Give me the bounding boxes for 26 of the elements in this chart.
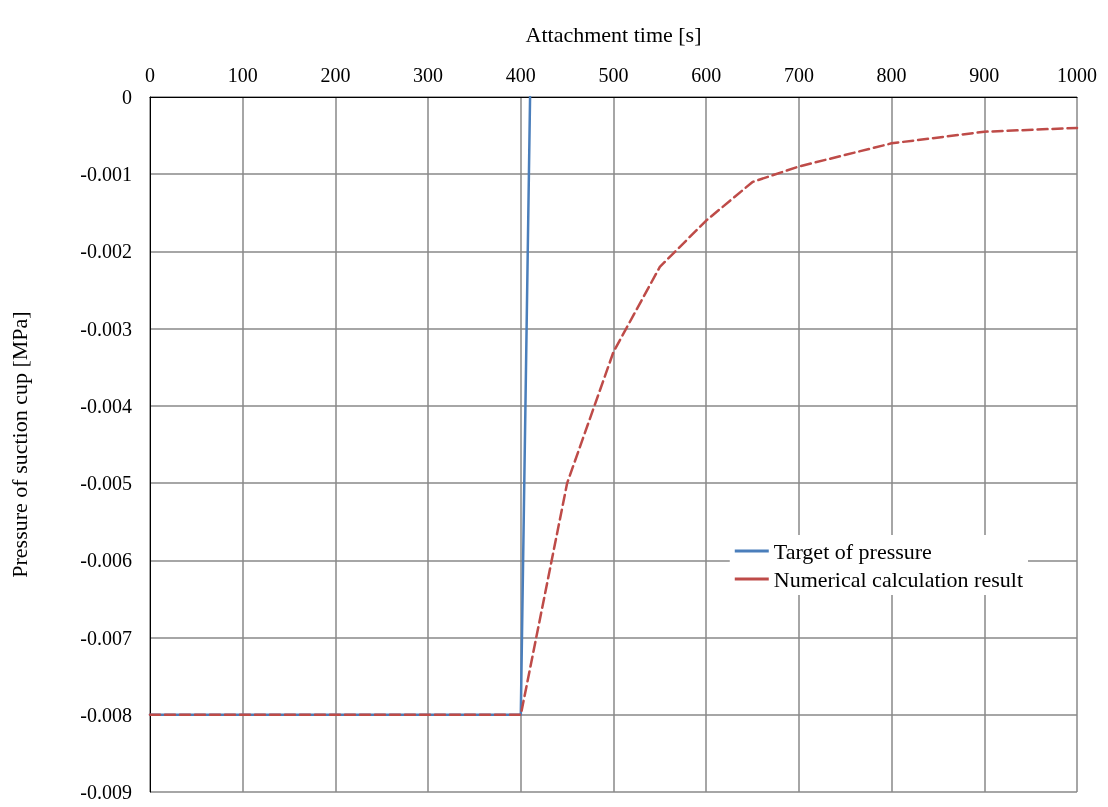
x-tick-label: 800 bbox=[876, 64, 907, 86]
y-tick-label: -0.007 bbox=[80, 626, 132, 649]
x-tick-label: 900 bbox=[969, 64, 1000, 86]
x-tick-label: 1000 bbox=[1057, 64, 1097, 86]
y-tick-label: -0.009 bbox=[80, 781, 132, 803]
y-tick-label: -0.005 bbox=[80, 472, 132, 495]
y-tick-label: -0.001 bbox=[80, 163, 132, 186]
x-tick-label: 100 bbox=[227, 64, 258, 86]
x-tick-label: 500 bbox=[598, 64, 629, 86]
x-tick-label: 300 bbox=[413, 64, 444, 86]
x-tick-label: 200 bbox=[320, 64, 351, 86]
y-axis-title: Pressure of suction cup [MPa] bbox=[6, 311, 32, 578]
y-tick-label: -0.008 bbox=[80, 703, 132, 726]
y-tick-label: -0.002 bbox=[80, 240, 132, 263]
legend-label: Target of pressure bbox=[773, 538, 932, 564]
line-series bbox=[148, 126, 1079, 717]
x-tick-label: 700 bbox=[783, 64, 814, 86]
legend-label: Numerical calculation result bbox=[773, 566, 1023, 592]
y-tick-label: -0.004 bbox=[80, 394, 132, 417]
y-tick-label: 0 bbox=[122, 86, 132, 108]
y-tick-label: -0.003 bbox=[80, 317, 132, 340]
x-axis-title: Attachment time [s] bbox=[525, 21, 702, 47]
y-tick-label: -0.006 bbox=[80, 549, 132, 572]
x-tick-label: 600 bbox=[691, 64, 722, 86]
x-tick-label: 0 bbox=[145, 64, 155, 86]
x-tick-label: 400 bbox=[505, 64, 536, 86]
